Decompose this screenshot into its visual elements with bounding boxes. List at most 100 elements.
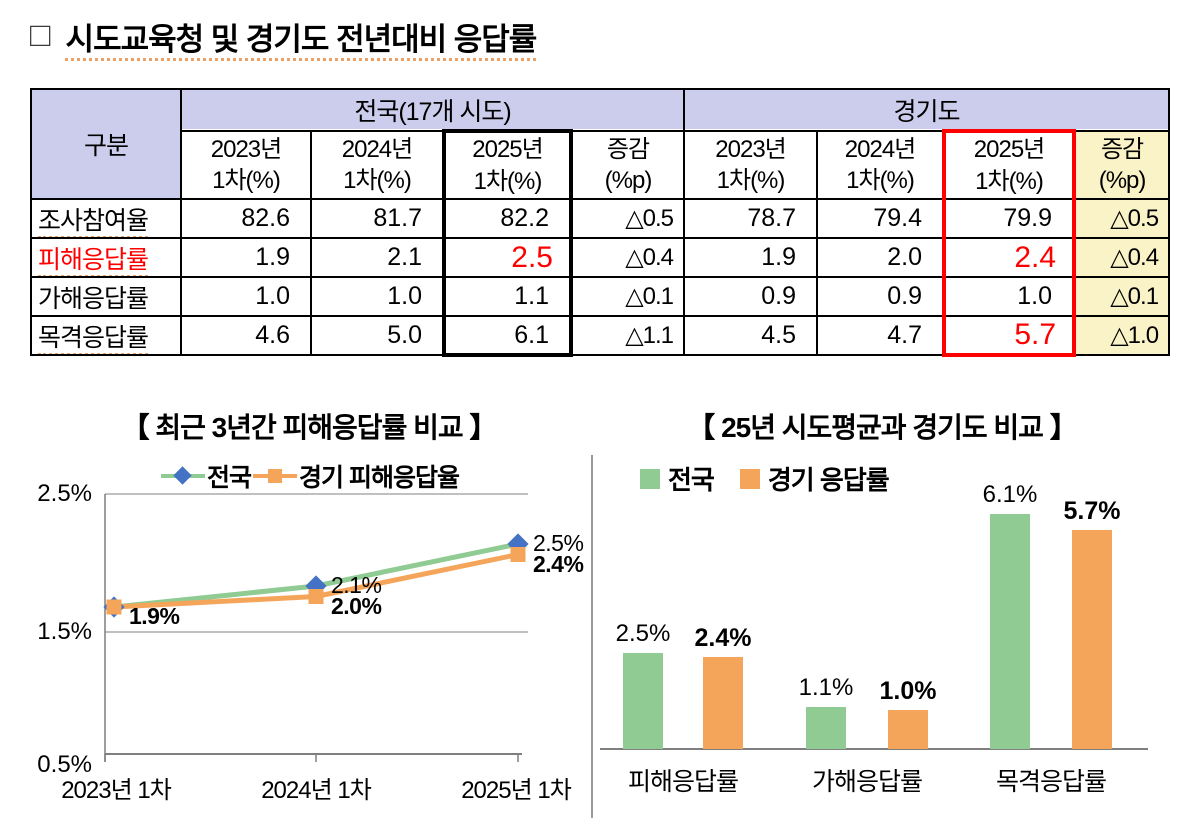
table-cell-emphasis: 5.7 [942,315,1077,357]
diff-label: 증감 [1100,135,1144,163]
x-axis-category-label: 2025년 1차 [461,777,572,804]
x-axis-category-label: 가해응답률 [811,768,923,796]
y-axis-tick-label: 1.5% [37,618,92,645]
table-cell: 4.6 [180,315,312,356]
row-label-cell: 목격응답률 [30,315,182,356]
bar-value-label: 6.1% [982,481,1038,508]
x-axis-category-label: 피해응답률 [627,768,739,796]
table-cell-diff: △0.4 [569,237,686,278]
table-cell-emphasis: 2.5 [442,237,573,278]
bar-chart-title: 【 25년 시도평균과 경기도 비교 】 [687,412,1077,443]
row-label: 가해응답률 [38,284,149,313]
legend-item-national: 전국 [640,460,715,497]
national-group-header: 전국(17개 시도) [179,88,686,132]
col-header: 2023년 1차(%) [180,130,312,200]
col-header-diff: 증감 (%p) [569,130,686,200]
legend-label-national: 전국 [668,465,715,495]
table-cell-emphasis: 2.4 [942,237,1077,278]
square-marker-icon [106,599,122,615]
green-swatch-icon [640,468,660,489]
table-cell-diff: △0.1 [569,276,686,317]
col-header-2025-gyeonggi: 2025년 1차(%) [942,129,1077,200]
table-cell: 0.9 [816,276,946,317]
page-title-text: 시도교육청 및 경기도 전년대비 응답률 [65,22,538,57]
table-cell: 4.7 [816,315,946,356]
point-value-label: 1.9% [129,603,180,629]
table-cell: 82.2 [442,198,573,239]
point-value-label: 2.1% [331,572,382,598]
table-cell: 1.1 [442,276,573,317]
sub-label: 1차(%) [212,167,281,194]
bar-value-label: 1.1% [798,674,854,701]
table-cell: 82.6 [180,198,312,239]
sub-label: 1차(%) [846,167,915,194]
y-axis-tick-label: 2.5% [37,480,92,507]
bar-chart: 전국 경기 응답률 피해응답률 가해응답률 목격응답률 2.5% 2.4% 1.1%… [600,452,1168,830]
sub-label: 1차(%) [343,167,412,194]
diff-label: 증감 [606,135,650,163]
table-cell: 1.9 [683,237,819,278]
table-group-header-row: 구분 전국(17개 시도) 경기도 [30,88,1171,200]
bar-value-label: 5.7% [1063,497,1121,525]
table-cell: 79.9 [942,198,1077,239]
row-label-cell: 피해응답률 [30,237,182,278]
point-value-label: 2.4% [533,550,584,577]
legend-item-gyeonggi: 경기 응답률 [739,460,890,497]
bar-chart-legend: 전국 경기 응답률 [640,460,890,497]
row-label-cell: 가해응답률 [30,276,182,317]
table-cell: 2.0 [816,237,946,278]
diff-unit-label: (%p) [1098,167,1147,194]
line-chart-title: 【 최근 3년간 피해응답률 비교 】 [121,412,498,443]
table-cell: 1.0 [180,276,312,317]
x-axis-category-label: 2024년 1차 [261,777,372,804]
table-row-victim: 피해응답률 1.9 2.1 2.5 △0.4 1.9 2.0 2.4 △0.4 [30,237,1171,278]
table-row-witness: 목격응답률 4.6 5.0 6.1 △1.1 4.5 4.7 5.7 △1.0 [30,315,1171,357]
square-marker-icon [510,547,526,562]
bar-value-label: 2.5% [615,620,671,647]
line-chart: 전국 경기 피해응답율 2.5% 1.5% 0.5% 2023년 1차 2024… [28,452,590,830]
bar-value-label: 1.0% [879,677,937,705]
col-header-diff: 증감 (%p) [1073,130,1171,200]
bar-national [990,514,1030,749]
x-axis-category-label: 목격응답률 [995,768,1107,796]
table-cell-diff: △0.5 [1073,198,1171,239]
table-cell: 4.5 [683,315,819,356]
table-cell: 2.1 [310,237,445,278]
response-rate-table: 구분 전국(17개 시도) 경기도 2023년 1차(%) 2024년 1차(%) … [30,88,1171,357]
table-subheader-row: 2023년 1차(%) 2024년 1차(%) 2025년 1차(%) 증감 (%p) … [31,129,1171,200]
legend-label-national: 전국 [207,464,252,492]
table-cell-diff: △0.5 [569,198,686,239]
sub-label: 1차(%) [473,167,543,195]
table-cell: 6.1 [442,315,573,357]
line-chart-canvas [103,493,529,762]
table-cell: 78.7 [683,198,819,239]
row-label: 조사참여율 [38,206,149,236]
col-header-2025-national: 2025년 1차(%) [442,129,573,200]
x-axis-category-label: 2023년 1차 [61,777,172,804]
table-cell: 1.0 [310,276,445,317]
bar-national [623,653,663,749]
table-cell: 1.9 [180,237,312,278]
year-label: 2025년 [472,136,543,164]
table-cell-diff: △0.1 [1073,276,1171,317]
section-divider [591,455,593,818]
table-cell: 79.4 [816,198,946,239]
year-label: 2024년 [341,135,413,163]
square-marker-icon [268,469,283,483]
year-label: 2023년 [210,135,282,163]
table-row-offender: 가해응답률 1.0 1.0 1.1 △0.1 0.9 0.9 1.0 △0.1 [30,276,1171,317]
legend-label-gyeonggi: 경기 응답률 [767,465,890,495]
year-label: 2023년 [715,135,786,163]
bar-gyeonggi [888,710,928,749]
point-value-label: 2.5% [533,530,584,556]
col-header: 2024년 1차(%) [816,130,946,200]
year-label: 2024년 [844,135,916,163]
legend-marker-gyeonggi [251,462,299,490]
table-cell: 81.7 [310,198,445,239]
y-axis-tick-label: 0.5% [37,751,92,778]
row-label: 피해응답률 [38,245,149,275]
bar-plot-area: 피해응답률 가해응답률 목격응답률 2.5% 2.4% 1.1% 1.0% 6.1% 5.… [600,452,1168,830]
sub-label: 1차(%) [716,167,786,194]
col-header: 2023년 1차(%) [683,130,819,200]
